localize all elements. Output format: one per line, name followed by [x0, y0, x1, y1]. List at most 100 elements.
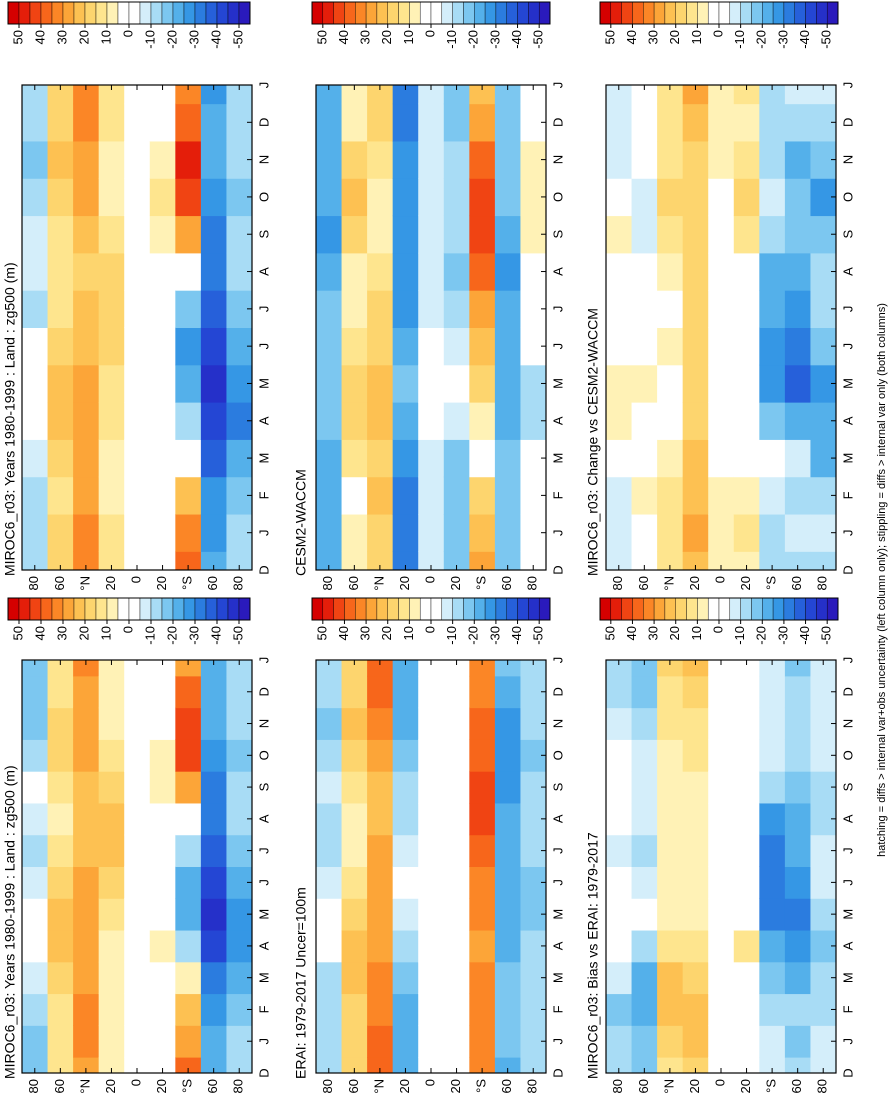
cell — [682, 707, 709, 740]
cell — [631, 252, 658, 291]
cell — [200, 140, 227, 179]
colorbar-box — [707, 1, 720, 25]
cell — [200, 993, 227, 1026]
cell — [175, 252, 202, 291]
x-tick-label: J — [840, 343, 855, 350]
cell — [98, 771, 125, 804]
cell — [175, 660, 202, 677]
cell — [443, 551, 470, 570]
cell — [631, 439, 658, 478]
cell — [733, 771, 760, 804]
colorbar-label: -50 — [531, 30, 546, 49]
x-tick-label: A — [840, 416, 855, 425]
colorbar-box — [238, 1, 251, 25]
cell — [733, 140, 760, 179]
cell — [47, 802, 74, 836]
colorbar-box — [355, 597, 367, 621]
colorbar-box — [430, 597, 443, 621]
cell — [73, 476, 100, 515]
cell — [733, 178, 760, 217]
x-tick-label: D — [840, 1068, 855, 1077]
colorbar-box — [84, 597, 97, 621]
cell — [784, 439, 811, 478]
colorbar-label: -30 — [775, 626, 790, 645]
cell — [606, 1025, 633, 1058]
cell — [733, 364, 760, 403]
colorbar-box — [387, 597, 399, 621]
cell — [22, 1057, 49, 1073]
colorbar-label: -10 — [142, 626, 157, 645]
colorbar-box — [150, 597, 163, 621]
panel: 80 60 °N 20 0 20 °S 60 80 D J F M A M J J A S O N D J MIROC6_r0… — [2, 1, 271, 591]
cell — [418, 707, 445, 740]
colorbar-box — [762, 597, 774, 621]
cell — [175, 402, 202, 440]
cell — [657, 739, 684, 772]
cell — [784, 140, 811, 179]
cell — [73, 739, 100, 772]
cell — [47, 252, 74, 291]
colorbar-box — [675, 1, 687, 25]
colorbar-box — [344, 1, 356, 25]
colorbar-label: -10 — [444, 30, 459, 49]
cell — [494, 660, 521, 677]
cell — [149, 898, 176, 931]
cell — [494, 290, 521, 328]
cell — [520, 1057, 546, 1073]
colorbar-box — [355, 1, 367, 25]
cell — [443, 1025, 470, 1058]
panel-title: MIROC6_r03: Bias vs ERAI: 1979-2017 — [585, 832, 601, 1079]
cell — [657, 930, 684, 963]
cell — [606, 215, 633, 254]
cell — [98, 364, 125, 403]
cell — [200, 898, 227, 931]
cell — [73, 178, 100, 217]
colorbar-box — [95, 1, 108, 25]
colorbar-box — [344, 597, 356, 621]
x-tick-label: A — [840, 814, 855, 823]
cell — [469, 551, 496, 570]
cell — [682, 675, 709, 709]
cell — [708, 1057, 735, 1073]
cell — [367, 215, 394, 254]
cell — [175, 364, 202, 403]
x-tick-label: M — [256, 378, 271, 389]
cell — [494, 140, 521, 179]
cell — [341, 707, 368, 740]
cell — [784, 739, 811, 772]
colorbar-box — [128, 1, 141, 25]
cell — [47, 551, 74, 570]
colorbar-box — [740, 1, 752, 25]
cell — [759, 215, 786, 254]
x-tick-label: A — [550, 267, 565, 276]
cell — [149, 993, 176, 1026]
cell — [708, 215, 735, 254]
cell — [784, 660, 811, 677]
cell — [631, 993, 658, 1026]
colorbar-box — [805, 597, 817, 621]
panel-title: CESM2-WACCM — [293, 469, 309, 576]
cell — [73, 140, 100, 179]
cell — [708, 802, 735, 836]
cell — [631, 402, 658, 440]
cell — [341, 252, 368, 291]
cell — [124, 140, 151, 179]
colorbar-box — [707, 597, 720, 621]
cell — [316, 178, 343, 217]
cell — [784, 993, 811, 1026]
cell — [73, 898, 100, 931]
colorbar-label: 40 — [624, 30, 639, 44]
x-tick-label: D — [550, 565, 565, 574]
cell — [341, 834, 368, 867]
cell — [708, 930, 735, 963]
cell — [47, 866, 74, 899]
colorbar-box — [794, 597, 806, 621]
colorbar-box — [740, 597, 752, 621]
colorbar-label: 30 — [646, 30, 661, 44]
cell — [392, 771, 419, 804]
cell — [22, 834, 49, 867]
colorbar-box — [430, 1, 443, 25]
cell — [22, 707, 49, 740]
cell — [443, 1057, 470, 1073]
